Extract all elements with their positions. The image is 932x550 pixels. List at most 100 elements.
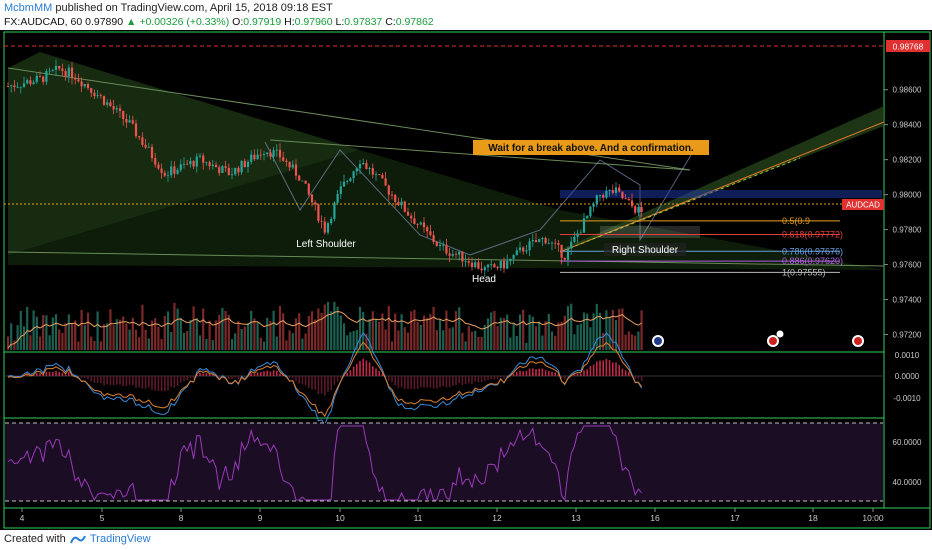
volume-bar: [291, 333, 294, 350]
candle-body: [330, 218, 333, 224]
volume-bar: [314, 319, 317, 350]
macd-histogram-bar: [439, 376, 441, 388]
chart-canvas[interactable]: 0.98768 AUDCAD 0.5(0.9 0.618(0.97772) 0.78…: [0, 30, 932, 530]
volume-bar: [301, 338, 304, 350]
macd-histogram-bar: [474, 376, 476, 382]
volume-bar: [499, 317, 502, 350]
macd-histogram-bar: [202, 373, 204, 376]
candle-body: [189, 160, 192, 165]
macd-histogram-bar: [612, 362, 614, 376]
volume-bar: [154, 318, 157, 350]
candle-body: [371, 168, 374, 175]
candle-body: [602, 195, 605, 198]
macd-histogram-bar: [528, 368, 531, 376]
macd-histogram-bar: [535, 369, 537, 376]
volume-bar: [118, 319, 122, 350]
macd-histogram-bar: [103, 376, 105, 386]
macd-histogram-bar: [340, 376, 342, 379]
volume-bar: [134, 329, 138, 350]
volume-bar: [192, 306, 195, 350]
volume-bar: [86, 312, 90, 350]
candle-body: [250, 154, 253, 162]
publisher-name[interactable]: McbmMM: [4, 2, 53, 14]
volume-bar: [77, 341, 80, 350]
macd-histogram-bar: [448, 376, 451, 388]
volume-bar: [400, 314, 403, 350]
volume-bar: [480, 336, 483, 350]
rising-channel[interactable]: [560, 106, 884, 252]
event-flag-cad-1[interactable]: [767, 330, 784, 348]
candle-body: [621, 191, 624, 199]
volume-bar: [307, 316, 310, 350]
volume-bar: [166, 311, 170, 350]
macd-histogram-bar: [266, 370, 268, 376]
macd-histogram-bar: [272, 370, 275, 376]
volume-bar: [438, 319, 442, 350]
lower-trend-line[interactable]: [7, 251, 885, 267]
volume-bar: [371, 311, 374, 350]
volume-bar: [403, 327, 406, 350]
volume-bar: [48, 335, 51, 350]
rsi-band: [5, 423, 883, 501]
macd-histogram-bar: [292, 376, 294, 378]
macd-histogram-bar: [576, 373, 579, 376]
volume-bar: [358, 306, 362, 350]
event-flag-cad-2[interactable]: [852, 335, 864, 347]
candle-body: [326, 223, 330, 233]
price-tick-label: 0.97800: [893, 226, 922, 235]
chart-area[interactable]: 0.98768 AUDCAD 0.5(0.9 0.618(0.97772) 0.78…: [0, 30, 932, 530]
candle-body: [349, 178, 352, 182]
fib-levels[interactable]: 0.5(0.9 0.618(0.97772) 0.786(0.97676)0.886…: [560, 216, 843, 278]
price-axis[interactable]: 0.98600 0.98400 0.98200 0.98000 0.97800 0.976…: [884, 86, 922, 340]
candle-body: [198, 155, 202, 157]
macd-histogram-bar: [368, 362, 371, 376]
candle-body: [179, 164, 182, 171]
projection-line[interactable]: [569, 157, 801, 249]
candle-body: [166, 175, 170, 177]
macd-histogram-bar: [186, 376, 188, 381]
event-flag-aud[interactable]: [652, 335, 664, 347]
volume-bar: [592, 313, 595, 350]
candle-body: [608, 189, 611, 191]
volume-bar: [262, 341, 266, 350]
fib-top-band: [560, 190, 882, 198]
candle-body: [576, 233, 579, 237]
macd-histogram-bar: [381, 373, 384, 376]
candle-body: [522, 247, 525, 252]
macd-histogram-bar: [407, 376, 409, 390]
candle-body: [202, 155, 205, 163]
time-axis[interactable]: 4 5 8 9 10 11 12 13 16 17 18 10:00: [20, 508, 884, 523]
macd-histogram-bar: [464, 376, 467, 385]
orange-trend-line[interactable]: [559, 121, 885, 253]
fib-level-label: 0.618(0.97772): [782, 229, 843, 239]
macd-histogram-bar: [346, 372, 348, 376]
fib-level-label: 0.886(0.97620): [782, 256, 843, 266]
price-tick-label: 0.97400: [893, 296, 922, 305]
callout-box[interactable]: [473, 140, 709, 155]
candle-body: [550, 242, 554, 244]
macd-histogram-bar: [637, 376, 640, 379]
volume-bar: [278, 305, 282, 350]
candlesticks: [6, 59, 643, 278]
volume-bar: [496, 325, 499, 350]
symbol-info: FX:AUDCAD, 60 0.97890 ▲ +0.00326 (+0.33%…: [4, 16, 434, 28]
macd-histogram-bar: [250, 373, 252, 376]
volume-bar: [246, 323, 250, 350]
volume-bars: [6, 301, 643, 350]
tradingview-brand[interactable]: TradingView: [90, 533, 151, 545]
macd-histogram-bar: [304, 376, 307, 386]
macd-histogram-bar: [276, 370, 278, 376]
macd-histogram-bar: [128, 376, 131, 385]
volume-bar: [189, 319, 192, 350]
volume-bar: [99, 341, 102, 350]
last-price: 0.97890: [85, 16, 124, 28]
candle-body: [29, 80, 32, 85]
target-box[interactable]: [600, 226, 700, 238]
volume-bar: [534, 326, 538, 350]
resistance-price-label: 0.98768: [893, 42, 924, 52]
macd-histogram-bar: [532, 368, 534, 376]
macd-histogram-bar: [554, 372, 556, 376]
volume-bar: [467, 326, 470, 350]
macd-histogram-bar: [141, 376, 144, 389]
volume-bar: [131, 317, 134, 350]
